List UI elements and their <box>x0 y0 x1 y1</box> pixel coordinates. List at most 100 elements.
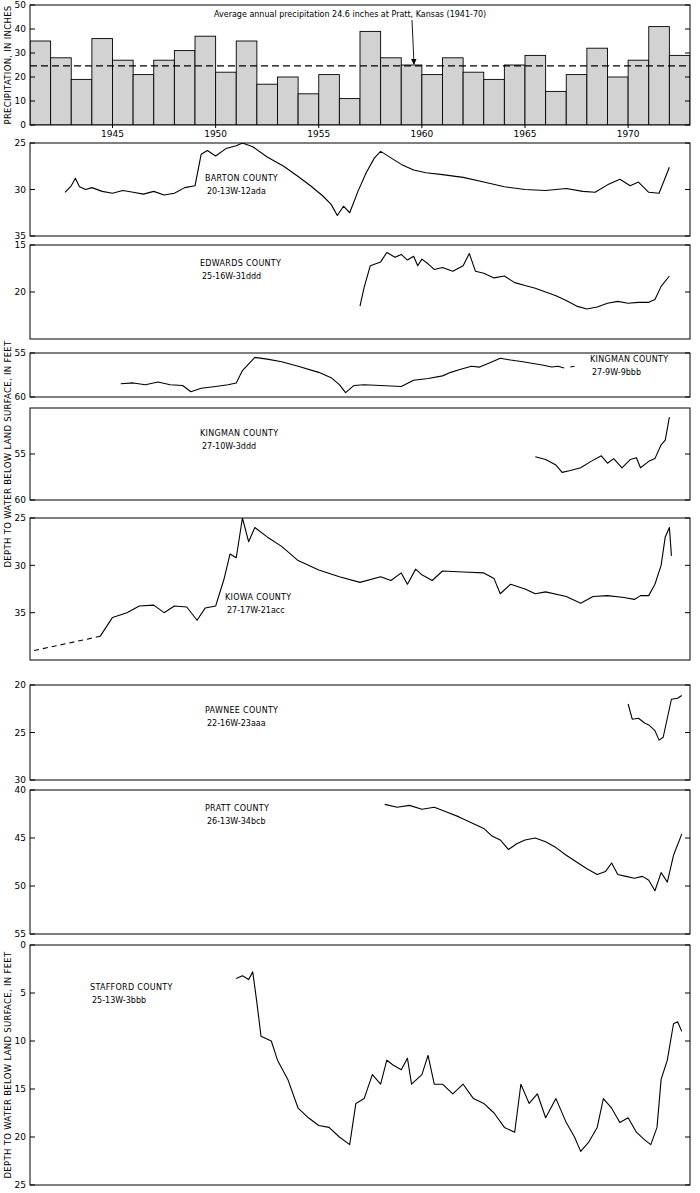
y-tick <box>30 189 35 190</box>
x-tick-label: 1945 <box>101 129 124 139</box>
y-tick-label: 0 <box>20 120 26 130</box>
panel: 5560KINGMAN COUNTY27-10W-3dddDEPTH TO WA… <box>3 340 690 567</box>
x-tick-label: 1970 <box>617 129 640 139</box>
y-tick <box>685 143 690 144</box>
y-tick <box>685 397 690 398</box>
y-tick <box>685 1041 690 1042</box>
precip-bar <box>649 27 670 125</box>
y-tick-label: 30 <box>15 561 27 571</box>
average-line <box>30 65 690 66</box>
y-tick <box>30 125 35 126</box>
y-axis-label: DEPTH TO WATER BELOW LAND SURFACE, IN FE… <box>3 340 13 567</box>
hydrograph-line <box>385 804 682 890</box>
y-tick-label: 50 <box>15 0 27 10</box>
hydrograph-line <box>100 518 671 636</box>
plot-area <box>34 518 671 651</box>
plot-frame <box>30 353 690 397</box>
y-tick <box>685 29 690 30</box>
plot-frame <box>30 5 690 125</box>
y-tick <box>685 101 690 102</box>
y-tick-label: 25 <box>15 513 26 523</box>
precip-bar <box>628 60 649 125</box>
x-tick-label: 1955 <box>307 129 330 139</box>
y-tick <box>30 245 35 246</box>
y-tick-label: 20 <box>15 287 27 297</box>
plot-frame <box>30 685 690 780</box>
y-tick <box>30 1089 35 1090</box>
y-tick <box>685 125 690 126</box>
well-location: 25-16W-31ddd <box>202 272 261 281</box>
y-tick <box>685 5 690 6</box>
y-tick-label: 10 <box>15 96 27 106</box>
y-tick <box>685 685 690 686</box>
y-tick <box>30 790 35 791</box>
y-tick-label: 60 <box>15 495 27 505</box>
y-tick <box>30 1041 35 1042</box>
y-tick-label: 25 <box>15 1180 26 1190</box>
y-tick <box>30 838 35 839</box>
precip-bar <box>236 41 257 125</box>
y-tick-label: 20 <box>15 1132 27 1142</box>
precip-bar <box>463 72 484 125</box>
panel: 202530PAWNEE COUNTY22-16W-23aaa <box>15 680 690 785</box>
precip-bar <box>360 31 381 125</box>
y-tick <box>685 53 690 54</box>
precip-bar <box>546 91 567 125</box>
y-tick <box>685 245 690 246</box>
y-tick <box>30 1137 35 1138</box>
y-tick-label: 30 <box>15 48 27 58</box>
plot-frame <box>30 945 690 1185</box>
x-tick <box>421 125 422 128</box>
y-tick <box>30 454 35 455</box>
plot-area <box>628 695 682 740</box>
panel: 0510152025STAFFORD COUNTY25-13W-3bbbDEPT… <box>3 940 690 1190</box>
hydrograph-line <box>236 972 682 1152</box>
panel: 5560KINGMAN COUNTY27-9W-9bbb <box>15 348 690 402</box>
precip-bar <box>339 99 360 125</box>
y-tick <box>30 500 35 501</box>
plot-frame <box>30 143 690 236</box>
y-tick <box>30 780 35 781</box>
plot-area <box>65 143 669 216</box>
hydrograph-line <box>34 636 100 650</box>
y-tick-label: 0 <box>20 940 26 950</box>
annotation-arrowhead <box>411 59 417 65</box>
hydrograph-line <box>121 357 575 392</box>
plot-area <box>360 253 669 309</box>
x-tick <box>525 125 526 128</box>
precip-bar <box>381 58 402 125</box>
y-tick-label: 25 <box>15 728 26 738</box>
y-tick-label: 15 <box>15 1084 26 1094</box>
y-tick <box>685 353 690 354</box>
precip-bar <box>608 77 629 125</box>
y-tick <box>685 838 690 839</box>
y-tick-label: 30 <box>15 185 27 195</box>
plot-area <box>30 27 690 125</box>
x-tick <box>318 125 319 128</box>
y-tick <box>30 1185 35 1186</box>
well-county: KIOWA COUNTY <box>225 593 292 602</box>
y-tick <box>30 77 35 78</box>
y-tick-label: 55 <box>15 348 26 358</box>
well-location: 27-10W-3ddd <box>202 442 256 451</box>
y-tick <box>30 945 35 946</box>
y-tick <box>685 77 690 78</box>
y-tick-label: 20 <box>15 680 27 690</box>
plot-frame <box>30 245 690 339</box>
precip-bar <box>443 58 464 125</box>
hydrograph-line <box>65 143 669 216</box>
y-tick-label: 45 <box>15 833 26 843</box>
x-tick <box>628 125 629 128</box>
plot-area <box>385 804 682 890</box>
well-county: EDWARDS COUNTY <box>200 259 281 268</box>
precip-bar <box>257 84 278 125</box>
y-tick <box>685 518 690 519</box>
hydrograph-line <box>360 253 669 309</box>
y-tick-label: 50 <box>15 881 27 891</box>
x-tick-label: 1960 <box>410 129 433 139</box>
well-location: 26-13W-34bcb <box>207 817 265 826</box>
plot-area <box>535 417 669 472</box>
plot-frame <box>30 790 690 934</box>
y-tick-label: 40 <box>15 24 27 34</box>
y-tick <box>30 518 35 519</box>
